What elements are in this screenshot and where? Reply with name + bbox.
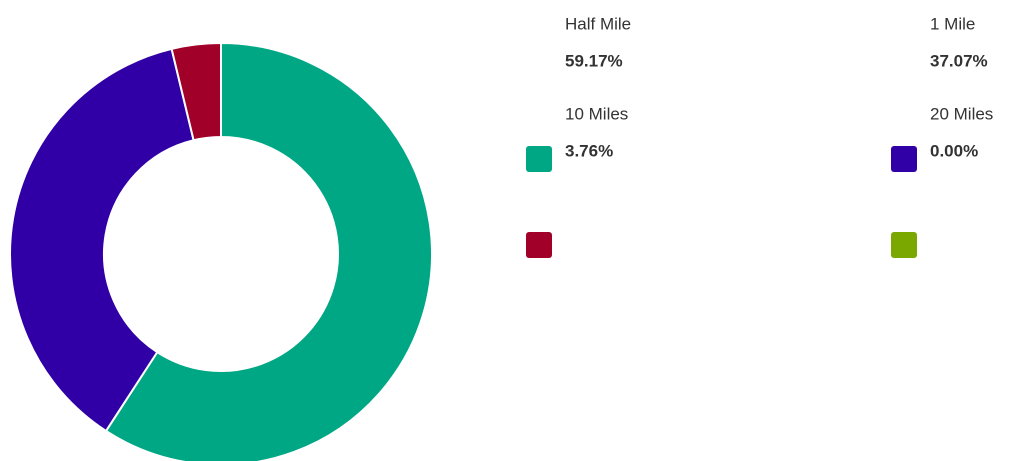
legend-label: 1 Mile xyxy=(930,14,975,33)
legend-label: Half Mile xyxy=(565,14,631,33)
legend-swatch xyxy=(891,146,917,172)
legend-label: 20 Miles xyxy=(930,104,993,123)
legend-value: 37.07% xyxy=(930,51,988,70)
legend-value: 59.17% xyxy=(565,51,623,70)
legend-value: 3.76% xyxy=(565,141,613,160)
slice xyxy=(9,47,195,433)
legend-swatch xyxy=(891,232,917,258)
slice xyxy=(104,41,433,461)
legend-value: 0.00% xyxy=(930,141,978,160)
legend-swatch xyxy=(526,146,552,172)
legend-swatch xyxy=(526,232,552,258)
legend-label: 10 Miles xyxy=(565,104,628,123)
